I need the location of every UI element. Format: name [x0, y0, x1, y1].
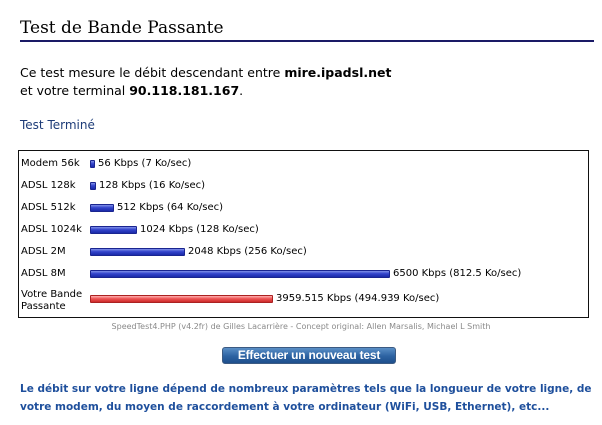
retest-button[interactable]: Effectuer un nouveau test: [222, 347, 396, 364]
bandwidth-chart: Modem 56k 56 Kbps (7 Ko/sec) ADSL 128k 128 …: [18, 150, 589, 318]
bar-value-votre-bande-passante: 3959.515 Kbps (494.939 Ko/sec): [276, 293, 440, 304]
test-status: Test Terminé: [20, 118, 95, 132]
title-divider: [20, 40, 594, 42]
credits-line: SpeedTest4.PHP (v4.2fr) de Gilles Lacarr…: [111, 322, 491, 331]
intro-text: Ce test mesure le débit descendant entre…: [20, 64, 391, 100]
bar-adsl-2m: [90, 248, 185, 256]
bar-label-adsl-2m: ADSL 2M: [21, 246, 66, 257]
bar-value-adsl-1024k: 1024 Kbps (128 Ko/sec): [140, 224, 259, 235]
bar-label-votre-bande-passante: Votre Bande Passante: [21, 289, 83, 312]
bar-label-modem-56k: Modem 56k: [21, 158, 80, 169]
bar-label-adsl-128k: ADSL 128k: [21, 180, 76, 191]
intro-line-2-prefix: et votre terminal: [20, 83, 130, 98]
chart-row-modem-56k: Modem 56k 56 Kbps (7 Ko/sec): [19, 157, 588, 173]
bar-votre-bande-passante: [90, 295, 273, 303]
bar-label-adsl-512k: ADSL 512k: [21, 202, 76, 213]
intro-line-1-prefix: Ce test mesure le débit descendant entre: [20, 65, 285, 80]
intro-line-2-suffix: .: [239, 83, 244, 98]
intro-line-1: Ce test mesure le débit descendant entre…: [20, 64, 391, 82]
bar-label-adsl-8m: ADSL 8M: [21, 268, 66, 279]
server-host: mire.ipadsl.net: [284, 65, 392, 80]
chart-row-adsl-2m: ADSL 2M 2048 Kbps (256 Ko/sec): [19, 245, 588, 261]
footnote-text: Le débit sur votre ligne dépend de nombr…: [20, 383, 592, 413]
client-ip: 90.118.181.167: [129, 83, 240, 98]
chart-row-adsl-128k: ADSL 128k 128 Kbps (16 Ko/sec): [19, 179, 588, 195]
page-title: Test de Bande Passante: [20, 18, 224, 38]
chart-row-adsl-1024k: ADSL 1024k 1024 Kbps (128 Ko/sec): [19, 223, 588, 239]
bar-label-adsl-1024k: ADSL 1024k: [21, 224, 82, 235]
bar-modem-56k: [90, 160, 95, 168]
bar-value-adsl-8m: 6500 Kbps (812.5 Ko/sec): [393, 268, 522, 279]
bar-adsl-128k: [90, 182, 96, 190]
chart-row-adsl-512k: ADSL 512k 512 Kbps (64 Ko/sec): [19, 201, 588, 217]
bar-value-adsl-128k: 128 Kbps (16 Ko/sec): [99, 180, 206, 191]
bar-adsl-1024k: [90, 226, 137, 234]
intro-line-2: et votre terminal 90.118.181.167.: [20, 82, 391, 100]
chart-row-adsl-8m: ADSL 8M 6500 Kbps (812.5 Ko/sec): [19, 267, 588, 283]
bar-value-adsl-2m: 2048 Kbps (256 Ko/sec): [188, 246, 307, 257]
bar-value-adsl-512k: 512 Kbps (64 Ko/sec): [117, 202, 224, 213]
bar-adsl-512k: [90, 204, 114, 212]
bar-adsl-8m: [90, 270, 390, 278]
bar-value-modem-56k: 56 Kbps (7 Ko/sec): [98, 158, 192, 169]
chart-row-votre-bande-passante: Votre Bande Passante 3959.515 Kbps (494.9…: [19, 289, 588, 312]
